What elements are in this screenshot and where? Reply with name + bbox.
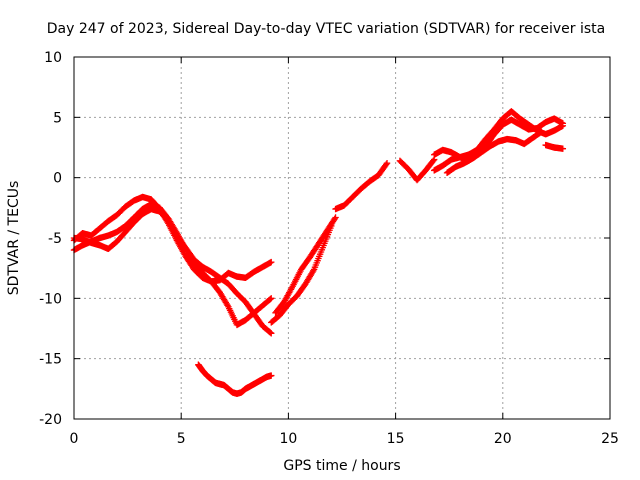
data-point (538, 128, 545, 136)
data-point (332, 214, 339, 221)
series-arc-g (332, 159, 391, 213)
series-arc-i (430, 108, 567, 174)
y-tick-label: -15 (39, 352, 62, 368)
data-point (268, 372, 275, 379)
series-arc-k (443, 128, 545, 177)
data-point (559, 145, 567, 152)
data-point (331, 215, 338, 223)
x-tick-label: 25 (601, 431, 619, 447)
axis-ticks: 0 5 10 15 20 25 10 5 0 -5 -10 -15 -20 (39, 50, 619, 447)
series-arc-l (542, 141, 567, 152)
y-tick-label: -20 (39, 412, 62, 428)
data-point (267, 295, 274, 303)
data-point (267, 329, 274, 336)
y-tick-label: 10 (44, 50, 62, 66)
x-tick-label: 5 (177, 431, 186, 447)
data-point (383, 159, 391, 167)
data-point (268, 295, 275, 302)
x-tick-label: 10 (279, 431, 297, 447)
series-arc-d (195, 361, 275, 397)
series-arc-f (272, 214, 339, 317)
series-arc-e (268, 222, 335, 326)
data-point (430, 157, 437, 164)
x-tick-label: 15 (387, 431, 405, 447)
chart-title: Day 247 of 2023, Sidereal Day-to-day VTE… (47, 21, 605, 37)
x-axis-label: GPS time / hours (283, 458, 400, 474)
y-tick-label: -10 (39, 291, 62, 307)
y-tick-label: -5 (48, 231, 62, 247)
x-tick-label: 20 (494, 431, 512, 447)
grid (74, 57, 610, 419)
x-tick-label: 0 (70, 431, 79, 447)
series-arc-h (396, 156, 438, 184)
data-point (268, 330, 275, 337)
y-axis-label: SDTVAR / TECUs (6, 181, 22, 296)
series-arc-b (70, 201, 275, 329)
data-points (70, 108, 567, 397)
data-point (382, 161, 390, 168)
series-arc-c (70, 205, 275, 337)
y-tick-label: 0 (53, 171, 62, 187)
y-tick-label: 5 (53, 110, 62, 126)
data-point (268, 258, 275, 266)
data-point (224, 302, 231, 309)
plot-frame (73, 56, 611, 420)
data-point (559, 120, 567, 127)
data-point (310, 267, 317, 275)
